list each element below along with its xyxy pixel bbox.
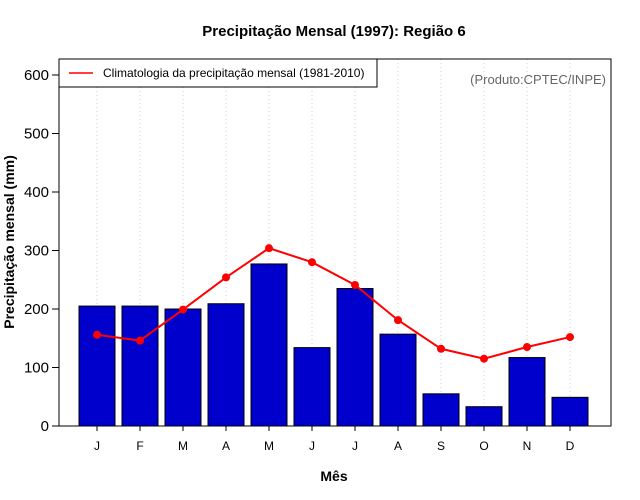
chart-title: Precipitação Mensal (1997): Região 6 xyxy=(202,23,465,40)
climatology-point-6 xyxy=(308,258,316,267)
climatology-point-2 xyxy=(136,336,144,345)
x-tick-label: O xyxy=(479,439,488,453)
x-tick-label: D xyxy=(566,439,575,453)
climatology-point-9 xyxy=(437,344,445,353)
climatology-point-1 xyxy=(93,330,101,339)
climatology-point-3 xyxy=(179,305,187,314)
bar-3 xyxy=(164,308,202,427)
bar-6 xyxy=(293,347,331,427)
x-tick-label: S xyxy=(437,439,445,453)
climatology-point-8 xyxy=(394,316,402,325)
climatology-point-4 xyxy=(222,273,230,282)
climatology-point-5 xyxy=(265,244,273,253)
bar-7 xyxy=(336,288,374,427)
legend-box xyxy=(58,58,378,88)
bar-12 xyxy=(551,396,589,427)
bar-5 xyxy=(250,263,288,427)
bar-11 xyxy=(508,357,546,427)
bar-4 xyxy=(207,303,245,427)
bars xyxy=(78,263,589,427)
x-tick-label: J xyxy=(309,439,315,453)
x-tick-label: M xyxy=(178,439,188,453)
x-tick-label: F xyxy=(136,439,143,453)
y-tick-label: 200 xyxy=(24,301,49,318)
x-tick-label: A xyxy=(394,439,402,453)
y-tick-label: 300 xyxy=(24,243,49,260)
x-tick-label: M xyxy=(264,439,274,453)
climatology-point-10 xyxy=(480,354,488,363)
y-tick-label: 600 xyxy=(24,67,49,84)
x-tick-label: A xyxy=(222,439,230,453)
x-axis-label: Mês xyxy=(320,468,347,484)
y-axis: 0 100 200 300 400 500 600 xyxy=(24,67,59,435)
x-tick-label: N xyxy=(523,439,532,453)
legend-label: Climatologia da precipitação mensal (198… xyxy=(103,66,364,80)
climatology-line xyxy=(93,244,574,363)
bar-9 xyxy=(422,393,460,427)
y-tick-label: 400 xyxy=(24,184,49,201)
climatology-point-7 xyxy=(351,281,359,290)
y-tick-label: 500 xyxy=(24,126,49,143)
y-axis-label: Precipitação mensal (mm) xyxy=(1,155,17,329)
credit-text: (Produto:CPTEC/INPE) xyxy=(470,72,606,87)
legend: Climatologia da precipitação mensal (198… xyxy=(58,58,378,88)
bar-10 xyxy=(465,406,503,427)
climatology-point-12 xyxy=(566,333,574,342)
bar-8 xyxy=(379,333,417,427)
bar-1 xyxy=(78,305,116,427)
bar-2 xyxy=(121,305,159,427)
y-tick-label: 0 xyxy=(41,418,49,435)
climatology-point-11 xyxy=(523,343,531,352)
y-tick-label: 100 xyxy=(24,360,49,377)
x-tick-label: J xyxy=(94,439,100,453)
x-tick-label: J xyxy=(352,439,358,453)
climatology-polyline xyxy=(96,247,571,360)
